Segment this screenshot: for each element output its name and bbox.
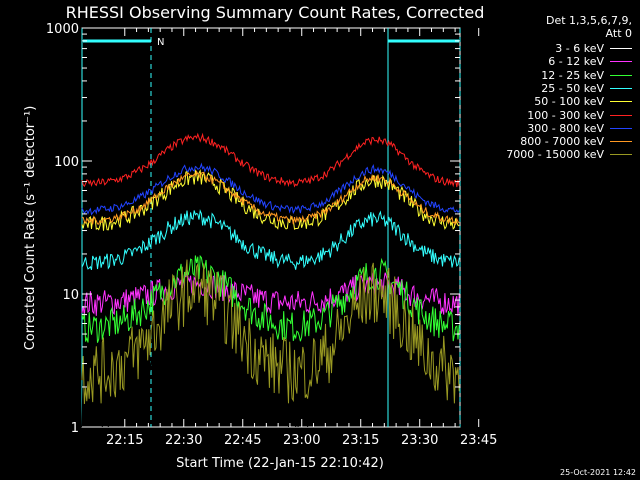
y-tick-label: 10: [62, 288, 79, 303]
legend-label: 800 - 7000 keV: [520, 135, 604, 149]
attenuator-line: Att 0: [605, 27, 632, 40]
series-line-5: [81, 132, 460, 188]
legend-entry: 300 - 800 keV: [527, 122, 632, 135]
legend-swatch: [610, 61, 632, 63]
legend-entry: 3 - 6 keV: [555, 42, 632, 55]
chart-title: RHESSI Observing Summary Count Rates, Co…: [66, 3, 485, 22]
y-axis: 1 10 100 1000: [46, 22, 460, 436]
series-line-1: [81, 271, 460, 316]
x-axis-label: Start Time (22-Jan-15 22:10:42): [176, 456, 384, 471]
legend-entry: 6 - 12 keV: [548, 55, 632, 68]
y-axis-label: Corrected Count Rate (s⁻¹ detector⁻¹): [23, 106, 38, 351]
legend-label: 300 - 800 keV: [527, 121, 604, 135]
y-tick-label: 100: [54, 155, 79, 170]
legend-entry: 25 - 50 keV: [541, 82, 632, 95]
legend-label: 3 - 6 keV: [555, 42, 604, 55]
legend-swatch: [610, 127, 632, 129]
legend-swatch: [610, 141, 632, 143]
legend-label: 25 - 50 keV: [541, 81, 604, 95]
x-tick-label: 22:30: [165, 433, 202, 448]
timestamp: 25-Oct-2021 12:42: [560, 468, 636, 477]
x-axis: 22:15 22:30 22:45 23:00 23:15 23:30 23:45: [106, 28, 497, 448]
legend-entry: 800 - 7000 keV: [520, 135, 632, 148]
legend-label: 6 - 12 keV: [548, 55, 604, 69]
detector-header: Det 1,3,5,6,7,9, Att 0: [546, 14, 632, 40]
legend-swatch: [610, 114, 632, 116]
legend-entry: 100 - 300 keV: [527, 109, 632, 122]
x-tick-label: 22:45: [224, 433, 261, 448]
y-tick-label: 1000: [46, 22, 79, 37]
y-tick-label: 1: [71, 421, 79, 436]
x-tick-label: 23:15: [342, 433, 379, 448]
flag-label: N: [157, 37, 164, 48]
legend-entry: 12 - 25 keV: [541, 69, 632, 82]
series-line-3: [81, 209, 460, 270]
legend-entry: 50 - 100 keV: [534, 95, 632, 108]
legend-swatch: [610, 101, 632, 103]
reference-lines: [81, 28, 461, 427]
series-line-6: [81, 162, 460, 216]
detector-line: Det 1,3,5,6,7,9,: [545, 14, 632, 27]
legend-label: 12 - 25 keV: [541, 68, 604, 82]
legend-swatch: [610, 48, 632, 49]
legend-swatch: [610, 154, 632, 156]
legend-swatch: [610, 87, 632, 89]
series-line-2: [81, 254, 460, 343]
legend-label: 50 - 100 keV: [534, 95, 604, 109]
series-lines: [81, 132, 460, 428]
series-line-7: [81, 170, 460, 226]
legend-swatch: [610, 74, 632, 76]
legend-entry: 7000 - 15000 keV: [506, 148, 632, 161]
series-line-8: [81, 259, 460, 405]
x-tick-label: 23:00: [283, 433, 320, 448]
x-tick-label: 22:15: [106, 433, 143, 448]
legend-label: 100 - 300 keV: [527, 108, 604, 122]
x-tick-label: 23:45: [460, 433, 497, 448]
x-tick-label: 23:30: [401, 433, 438, 448]
legend-label: 7000 - 15000 keV: [506, 148, 604, 162]
